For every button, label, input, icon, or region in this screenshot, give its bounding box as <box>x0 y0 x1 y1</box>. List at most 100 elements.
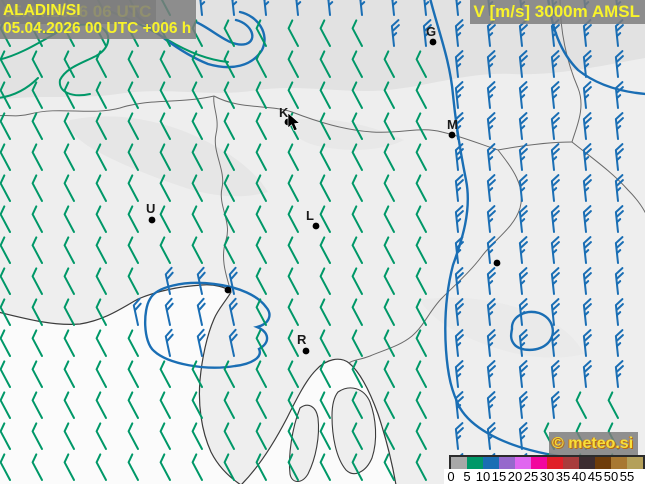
city-label: M <box>447 117 458 132</box>
wind-barb <box>550 81 560 109</box>
wind-barb <box>223 391 235 419</box>
wind-barb <box>196 266 206 295</box>
wind-barb <box>95 205 107 233</box>
wind-barb <box>486 174 496 202</box>
city-label: L <box>306 208 314 223</box>
wind-barb <box>518 174 528 202</box>
country-border <box>0 95 215 117</box>
legend-tick-label: 0 <box>447 469 455 484</box>
wind-barb <box>159 143 171 171</box>
wind-barb <box>383 422 395 450</box>
wind-barb <box>287 81 299 109</box>
wind-barb <box>127 143 139 171</box>
wind-barb <box>0 205 11 233</box>
legend-swatch <box>579 457 595 469</box>
wind-barb <box>518 143 528 171</box>
wind-barb <box>255 298 267 326</box>
isotach-5ms-contour <box>0 77 39 99</box>
wind-barb <box>31 112 43 140</box>
wind-barb <box>550 112 560 140</box>
wind-barb <box>486 267 496 295</box>
wind-barb <box>255 112 267 140</box>
wind-barb <box>415 50 427 78</box>
wind-barb <box>191 422 203 450</box>
credit-stamp: © meteo.si <box>549 432 639 455</box>
legend-tick-label: 30 <box>539 469 555 484</box>
wind-barb <box>614 360 624 388</box>
wind-barb <box>582 81 592 109</box>
wind-barb <box>415 174 427 202</box>
wind-barb <box>383 298 395 326</box>
wind-barb <box>63 143 75 171</box>
wind-barb <box>454 143 464 171</box>
wind-barb <box>415 422 427 450</box>
wind-barb <box>582 298 592 326</box>
wind-barb <box>191 205 203 233</box>
wind-barb <box>255 174 267 202</box>
wind-barb <box>614 236 624 264</box>
wind-barb <box>454 174 464 202</box>
wind-barb <box>159 205 171 233</box>
wind-barb <box>550 391 560 419</box>
wind-barb <box>159 391 171 419</box>
wind-barb <box>0 329 11 357</box>
wind-barb <box>486 112 496 140</box>
wind-barb <box>518 50 528 78</box>
wind-barb <box>0 453 11 481</box>
wind-barb <box>287 267 299 295</box>
wind-barb <box>0 422 11 450</box>
wind-barb <box>31 453 43 481</box>
wind-barb <box>614 329 624 357</box>
legend-tick-label: 40 <box>571 469 587 484</box>
wind-barb <box>383 267 395 295</box>
wind-barb <box>415 298 427 326</box>
wind-barb <box>127 422 139 450</box>
wind-barb <box>127 174 139 202</box>
country-border <box>497 141 573 151</box>
wind-barb <box>255 236 267 264</box>
wind-barb <box>255 422 267 450</box>
wind-barb <box>319 422 331 450</box>
country-border <box>213 95 232 293</box>
city-dot <box>448 131 456 139</box>
wind-barb <box>454 236 464 264</box>
wind-barb <box>550 298 560 326</box>
wind-barb <box>95 174 107 202</box>
wind-barb <box>415 112 427 140</box>
wind-barb <box>159 112 171 140</box>
wind-barb <box>31 391 43 419</box>
wind-barb <box>614 174 624 202</box>
legend-color-bar <box>449 455 645 471</box>
wind-barb <box>31 329 43 357</box>
wind-barb <box>319 143 331 171</box>
city-dot <box>148 216 156 224</box>
wind-barb <box>127 112 139 140</box>
wind-barb <box>486 360 496 388</box>
wind-barb <box>95 360 107 388</box>
wind-barb <box>0 81 11 109</box>
wind-barb <box>351 174 363 202</box>
wind-barb <box>582 143 592 171</box>
city-dot <box>429 38 437 46</box>
wind-barb <box>63 298 75 326</box>
wind-barb <box>607 391 619 419</box>
legend-tick-label: 35 <box>555 469 571 484</box>
wind-barb <box>518 267 528 295</box>
wind-barb <box>127 360 139 388</box>
wind-barb <box>228 266 238 295</box>
wind-barb <box>415 81 427 109</box>
wind-barb <box>319 236 331 264</box>
wind-barb <box>164 266 174 295</box>
wind-barb <box>159 236 171 264</box>
wind-barb <box>383 360 395 388</box>
wind-barb <box>351 453 363 481</box>
wind-barb <box>191 112 203 140</box>
wind-barb <box>0 143 11 171</box>
legend-swatch <box>563 457 579 469</box>
wind-barb <box>0 298 11 326</box>
run-info-text: 05.04.2026 00 UTC +006 h <box>3 19 192 37</box>
wind-barb <box>614 50 624 78</box>
wind-barb <box>223 143 235 171</box>
wind-barb <box>287 391 299 419</box>
wind-barb <box>454 19 464 47</box>
